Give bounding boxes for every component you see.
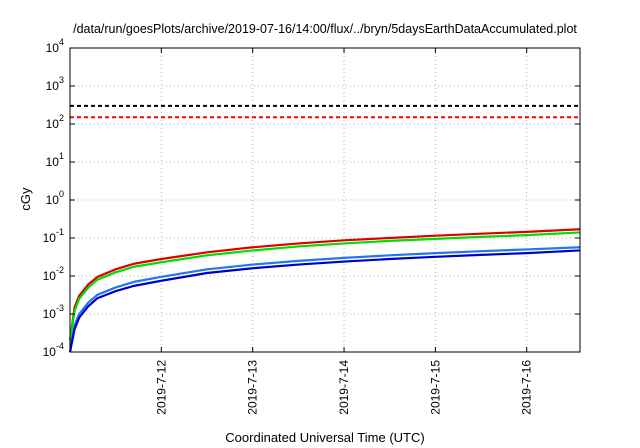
series-line <box>68 249 581 353</box>
y-tick-label: 103 <box>46 75 64 93</box>
y-tick-label: 10-3 <box>43 303 64 321</box>
y-tick-label-exponent: 1 <box>59 151 64 161</box>
y-tick-label: 10-2 <box>43 265 64 283</box>
series-line <box>68 231 581 341</box>
chart-title: /data/run/goesPlots/archive/2019-07-16/1… <box>73 22 577 36</box>
y-tick-label-exponent: 3 <box>59 75 64 85</box>
y-tick-label-exponent: -3 <box>56 303 64 313</box>
y-tick-label-base: 10 <box>43 307 57 321</box>
threshold-lines <box>70 104 580 119</box>
y-tick-label-base: 10 <box>46 79 60 93</box>
y-tick-label: 102 <box>46 113 64 131</box>
x-axis-label: Coordinated Universal Time (UTC) <box>225 430 424 445</box>
y-tick-label: 104 <box>46 37 64 55</box>
y-tick-label-exponent: -1 <box>56 227 64 237</box>
series-line <box>68 228 581 341</box>
x-tick-label: 2019-7-15 <box>428 360 442 415</box>
y-tick-label: 101 <box>46 151 64 169</box>
y-tick-label: 10-1 <box>43 227 64 245</box>
x-tick-labels: 2019-7-12 2019-7-13 2019-7-14 2019-7-15 2019… <box>154 360 533 415</box>
y-tick-label-base: 10 <box>46 155 60 169</box>
y-tick-label-base: 10 <box>43 231 57 245</box>
x-tick-label: 2019-7-16 <box>520 360 534 415</box>
x-tick-label: 2019-7-13 <box>246 360 260 415</box>
y-tick-label-exponent: -2 <box>56 265 64 275</box>
y-axis-label: cGy <box>18 187 33 211</box>
y-tick-label-exponent: 2 <box>59 113 64 123</box>
x-tick-label: 2019-7-14 <box>337 360 351 415</box>
y-tick-label-base: 10 <box>46 193 60 207</box>
y-tick-label-exponent: 0 <box>59 189 64 199</box>
series-line <box>68 246 581 353</box>
y-tick-label: 10-4 <box>43 341 64 359</box>
y-tick-label-exponent: -4 <box>56 341 64 351</box>
y-tick-label-base: 10 <box>46 117 60 131</box>
x-tick-label: 2019-7-12 <box>154 360 168 415</box>
y-tick-label-base: 10 <box>43 345 57 359</box>
axis-ticks <box>70 47 580 353</box>
y-tick-label-exponent: 4 <box>59 37 64 47</box>
y-tick-label-base: 10 <box>43 269 57 283</box>
data-series <box>68 228 581 353</box>
y-tick-label-base: 10 <box>46 41 60 55</box>
y-tick-label: 100 <box>46 189 64 207</box>
grid <box>70 48 580 352</box>
